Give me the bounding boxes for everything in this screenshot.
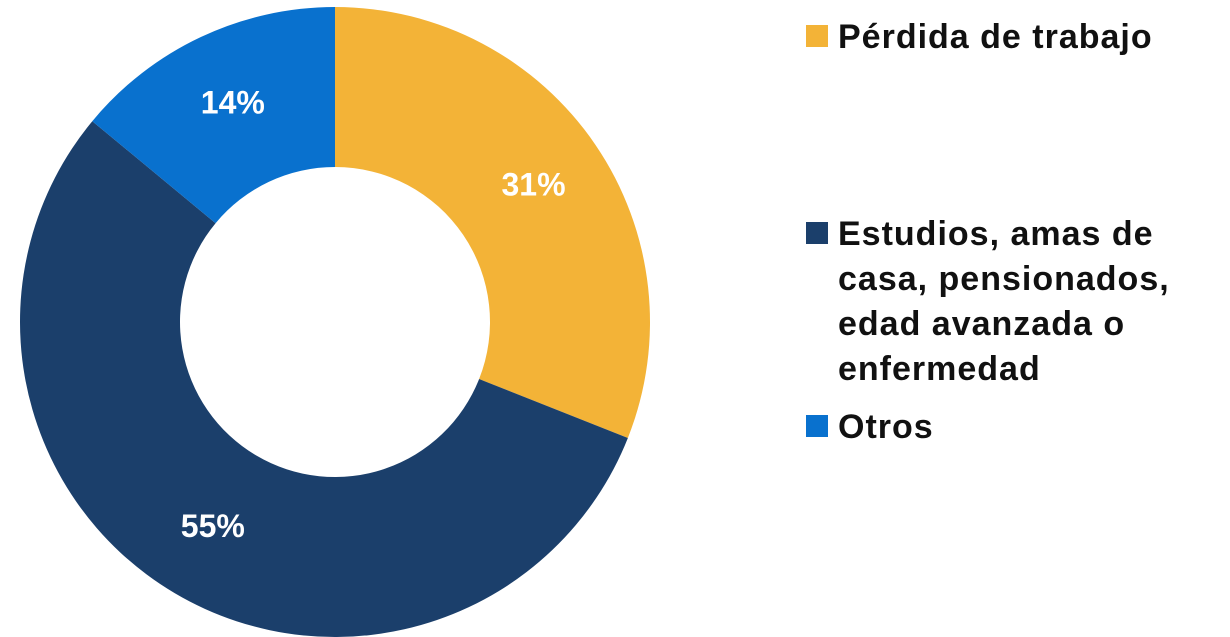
slice — [335, 7, 650, 438]
slice — [92, 7, 335, 224]
slice — [20, 121, 628, 637]
value-label: 14% — [201, 84, 265, 120]
legend-item: Estudios, amas de casa, pensionados, eda… — [806, 212, 1206, 392]
legend-item: Otros — [806, 405, 1206, 450]
value-label: 31% — [501, 167, 565, 203]
legend-label: Otros — [838, 408, 934, 446]
legend-swatch — [806, 222, 828, 244]
legend-label: Pérdida de trabajo — [838, 18, 1153, 56]
legend-swatch — [806, 415, 828, 437]
legend-item: Pérdida de trabajo — [806, 15, 1206, 60]
legend-swatch — [806, 25, 828, 47]
value-label: 55% — [181, 508, 245, 544]
legend-label: Estudios, amas de casa, pensionados, eda… — [838, 215, 1170, 388]
chart: 31% 55% 14% — [20, 7, 650, 637]
